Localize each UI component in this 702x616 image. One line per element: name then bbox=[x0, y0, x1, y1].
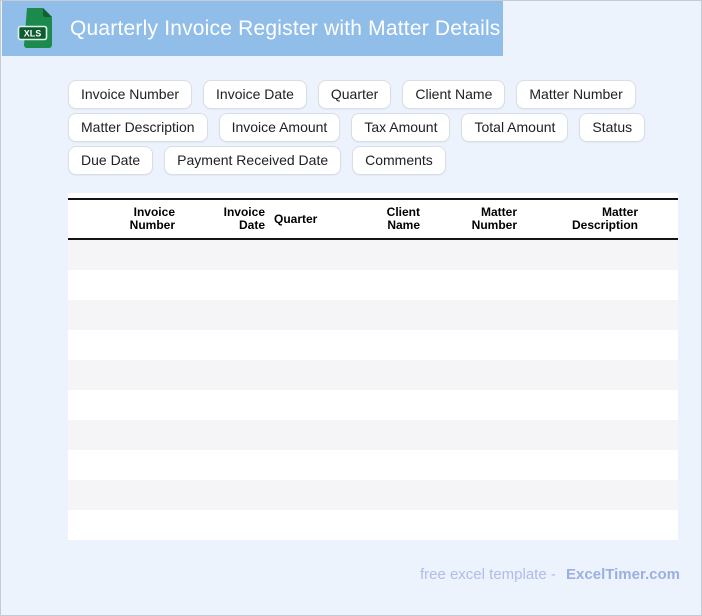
column-header-invoice-number: Invoice Number bbox=[110, 200, 175, 238]
column-header-line: Number bbox=[471, 218, 517, 232]
column-header-line: Date bbox=[238, 218, 265, 232]
chip-invoice-number[interactable]: Invoice Number bbox=[68, 80, 193, 109]
footer-brand-link[interactable]: ExcelTimer.com bbox=[566, 566, 680, 583]
column-header-spacer bbox=[68, 200, 110, 238]
chip-payment-received-date[interactable]: Payment Received Date bbox=[164, 146, 342, 175]
column-header-line: Invoice bbox=[223, 205, 265, 219]
column-header-line: Matter bbox=[480, 205, 517, 219]
chip-invoice-date[interactable]: Invoice Date bbox=[203, 80, 307, 109]
column-header-matter-number: Matter Number bbox=[420, 200, 525, 238]
footer-tagline: free excel template - bbox=[419, 566, 556, 583]
chip-matter-description[interactable]: Matter Description bbox=[68, 113, 208, 142]
xls-icon-text: XLS bbox=[24, 28, 42, 38]
chip-client-name[interactable]: Client Name bbox=[402, 80, 506, 109]
field-chips: Invoice Number Invoice Date Quarter Clie… bbox=[68, 80, 680, 175]
table-row bbox=[68, 450, 678, 480]
chip-status[interactable]: Status bbox=[579, 113, 646, 142]
column-header-quarter: Quarter bbox=[265, 200, 335, 238]
chip-matter-number[interactable]: Matter Number bbox=[516, 80, 636, 109]
table-row bbox=[68, 360, 678, 390]
spreadsheet-preview: Invoice Number Invoice Date Quarter Clie… bbox=[68, 193, 678, 540]
table-row bbox=[68, 240, 678, 270]
table-row bbox=[68, 300, 678, 330]
header-banner: XLS Quarterly Invoice Register with Matt… bbox=[2, 1, 503, 56]
column-header-line: Number bbox=[129, 218, 175, 232]
column-header-line: Client bbox=[386, 205, 420, 219]
column-header-invoice-date: Invoice Date bbox=[175, 200, 265, 238]
table-row bbox=[68, 480, 678, 510]
column-header-line: Quarter bbox=[274, 211, 318, 226]
chip-quarter[interactable]: Quarter bbox=[317, 80, 392, 109]
table-row bbox=[68, 420, 678, 450]
chip-total-amount[interactable]: Total Amount bbox=[461, 113, 569, 142]
column-header-line: Invoice bbox=[133, 205, 175, 219]
chip-invoice-amount[interactable]: Invoice Amount bbox=[218, 113, 341, 142]
page-title: Quarterly Invoice Register with Matter D… bbox=[70, 16, 501, 40]
column-header-matter-description: Matter Description bbox=[525, 200, 678, 238]
table-row bbox=[68, 270, 678, 300]
table-row bbox=[68, 390, 678, 420]
table-row bbox=[68, 510, 678, 540]
column-header-line: Matter bbox=[601, 205, 638, 219]
chip-due-date[interactable]: Due Date bbox=[68, 146, 154, 175]
table-row bbox=[68, 330, 678, 360]
table-body bbox=[68, 240, 678, 540]
column-header-client-name: Client Name bbox=[335, 200, 420, 238]
xls-file-icon: XLS bbox=[17, 7, 52, 48]
column-header-line: Name bbox=[387, 218, 420, 232]
chip-tax-amount[interactable]: Tax Amount bbox=[351, 113, 451, 142]
footer: free excel template - ExcelTimer.com bbox=[420, 566, 680, 583]
column-header-line: Description bbox=[571, 218, 638, 232]
table-header-row: Invoice Number Invoice Date Quarter Clie… bbox=[68, 198, 678, 240]
chip-comments[interactable]: Comments bbox=[352, 146, 446, 175]
